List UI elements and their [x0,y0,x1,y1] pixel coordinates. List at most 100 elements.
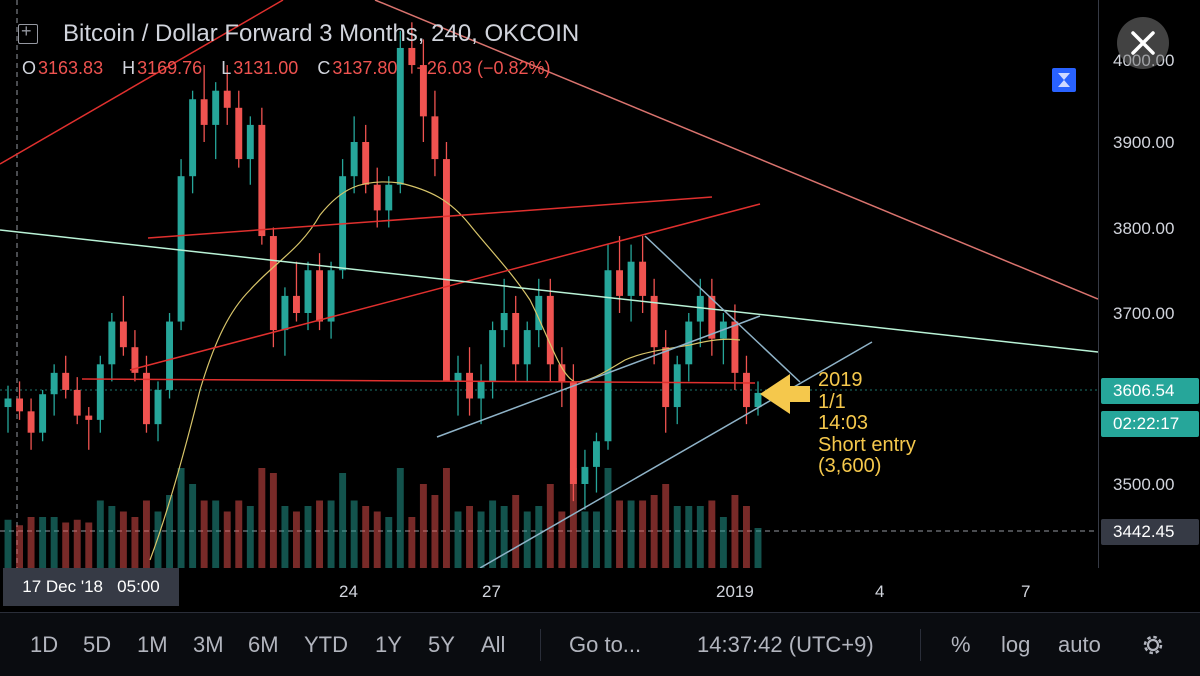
range-3m-button[interactable]: 3M [193,632,224,657]
candle-body [604,270,612,442]
candle-series [4,22,762,510]
candle-body [593,441,600,467]
range-5y-button[interactable]: 5Y [428,632,455,657]
volume-bar [293,511,300,568]
ohlc-values: O 3163.83 H 3169.76 L 3131.00 C 3137.80 −26.… [22,58,551,78]
volume-bar [108,506,116,568]
volume-bar [73,519,81,568]
price-tick: 3700.00 [1113,304,1175,323]
range-6m-button[interactable]: 6M [248,632,279,657]
timezone-clock[interactable]: 14:37:42 (UTC+9) [697,632,874,657]
volume-bar [200,500,208,568]
candle-body [235,107,243,160]
moving-average-line [149,181,741,561]
candle-body [269,236,277,331]
range-5d-button[interactable]: 5D [83,632,112,657]
trendline-mint-long [0,229,1098,353]
percent-scale-toggle[interactable]: % [951,632,971,657]
candle-body [489,330,497,382]
range-all-button[interactable]: All [481,632,506,657]
volume-bar [131,517,139,568]
range-1m-button[interactable]: 1M [137,632,168,657]
range-1d-button[interactable]: 1D [30,632,59,657]
candle-body [304,270,312,313]
candle-body [27,411,35,433]
short-entry-annotation: 2019 1/1 14:03 Short entry (3,600) [818,369,916,477]
candle-body [408,47,416,66]
candle-body [662,347,670,408]
bottom-toolbar: 1D 5D 1M 3M 6M YTD 1Y 5Y All Go to... 14… [0,612,1200,676]
volume-bar [396,468,404,568]
volume-bar [673,506,681,568]
price-chart[interactable]: + Bitcoin / Dollar Forward 3 Months, 240… [0,0,1098,568]
candle-body [350,142,358,177]
close-value: 3137.80 [332,58,398,78]
volume-bar [327,500,335,568]
wedge-upper-bound [644,235,801,383]
candle-body [362,142,370,185]
candle-body [523,330,531,365]
candle-body [431,116,439,160]
price-tick: 3900.00 [1113,133,1175,152]
volume-bar [512,495,520,568]
volume-bars [4,468,762,568]
gear-icon [1143,635,1163,655]
range-ytd-button[interactable]: YTD [304,632,348,657]
trendline-pink-descending [374,0,1098,300]
volume-bar [639,500,647,568]
volume-bar [466,506,473,568]
volume-bar [258,468,266,568]
volume-bar [477,511,485,568]
candle-body [512,313,520,365]
candle-body [650,295,658,348]
price-scale[interactable]: 4000.00 3900.00 3800.00 3700.00 3500.00 … [1098,0,1200,568]
range-1y-button[interactable]: 1Y [375,632,402,657]
add-indicator-button[interactable]: + [18,21,38,44]
log-scale-toggle[interactable]: log [1001,632,1031,657]
volume-bar [177,468,185,568]
time-tick: 4 [875,582,885,601]
candle-body [500,313,508,331]
candle-body [50,372,58,395]
candle-body [627,261,635,296]
auto-scale-toggle[interactable]: auto [1058,632,1101,657]
volume-bar [627,500,635,568]
candle-body [443,159,450,382]
toolbar-divider [920,629,921,661]
candle-body [569,381,577,484]
candle-body [177,176,185,322]
settings-button[interactable] [1140,632,1166,658]
volume-bar [50,517,58,568]
candle-body [4,398,12,408]
time-tick: 7 [1021,582,1031,601]
candle-body [62,372,70,390]
time-tick: 27 [482,582,501,601]
time-tick: 2019 [716,582,754,601]
time-scale[interactable]: 17 Dec '18 05:00 24 27 2019 4 7 [0,568,1098,610]
goto-date-button[interactable]: Go to... [569,632,642,657]
volume-bar [316,500,323,568]
volume-bar [350,500,358,568]
volume-bar [489,500,497,568]
volume-bar [581,511,589,568]
candle-body [166,321,173,390]
candle-body [373,184,381,211]
trendline-red-rising [129,203,761,371]
volume-bar [235,500,243,568]
crosshair-time-tag: 17 Dec '18 05:00 [3,568,179,606]
volume-bar [269,473,277,568]
volume-bar [616,500,623,568]
volume-bar [535,506,543,568]
volume-bar [685,506,693,568]
candle-body [743,372,750,408]
change-value: −26.03 (−0.82%) [416,58,551,78]
volume-bar [85,522,93,568]
volume-bar [754,528,762,568]
current-price-tag: 3606.54 [1101,378,1199,404]
candle-body [73,389,81,416]
close-button[interactable] [1117,17,1169,69]
candle-body [200,99,208,125]
chart-canvas[interactable] [0,0,1098,568]
reset-scale-button[interactable] [1052,68,1076,92]
candle-body [258,124,266,237]
